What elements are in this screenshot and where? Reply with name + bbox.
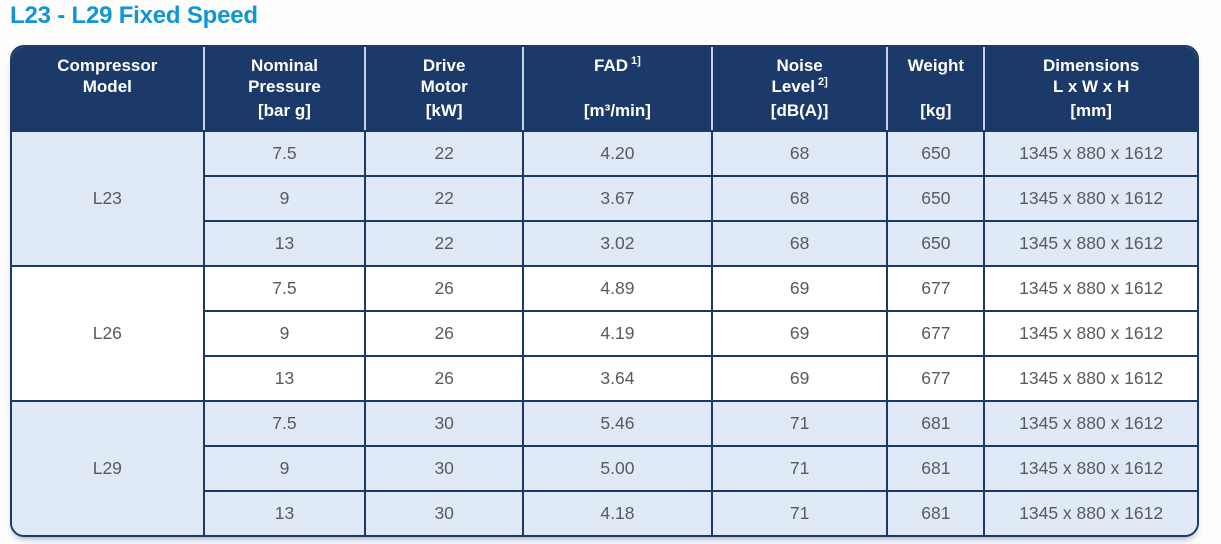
cell-pressure: 7.5 bbox=[202, 130, 367, 177]
cell-dimensions: 1345 x 880 x 1612 bbox=[983, 130, 1197, 177]
column-header-nominal-pressure: Nominal Pressure [bar g] bbox=[202, 47, 367, 132]
page-title: L23 - L29 Fixed Speed bbox=[10, 2, 258, 29]
cell-pressure: 7.5 bbox=[202, 265, 367, 312]
cell-fad: 4.19 bbox=[522, 310, 713, 357]
cell-fad: 5.00 bbox=[522, 445, 713, 492]
cell-dimensions: 1345 x 880 x 1612 bbox=[983, 265, 1197, 312]
column-header-noise-level: Noise Level 2] [dB(A)] bbox=[710, 47, 889, 132]
cell-fad: 3.02 bbox=[522, 220, 713, 267]
table-row: L29 7.5 30 5.46 71 681 1345 x 880 x 1612 bbox=[12, 400, 1197, 535]
cell-weight: 650 bbox=[886, 220, 986, 267]
table-row: L23 7.5 22 4.20 68 650 1345 x 880 x 1612 bbox=[12, 130, 1197, 267]
table-row: 9 22 3.67 68 650 1345 x 880 x 1612 bbox=[12, 175, 1197, 222]
table-body: L23 7.5 22 4.20 68 650 1345 x 880 x 1612 9 22 3.6… bbox=[12, 130, 1197, 535]
cell-pressure: 9 bbox=[202, 175, 367, 222]
spec-table-container: Compressor Model Nominal Pressure [bar g… bbox=[10, 45, 1199, 537]
cell-dimensions: 1345 x 880 x 1612 bbox=[983, 355, 1197, 402]
cell-pressure: 7.5 bbox=[202, 400, 367, 447]
cell-fad: 4.89 bbox=[522, 265, 713, 312]
cell-fad: 4.18 bbox=[522, 490, 713, 535]
column-header-weight: Weight [kg] bbox=[886, 47, 986, 132]
cell-noise: 71 bbox=[710, 400, 889, 447]
cell-fad: 4.20 bbox=[522, 130, 713, 177]
cell-weight: 681 bbox=[886, 490, 986, 535]
cell-dimensions: 1345 x 880 x 1612 bbox=[983, 445, 1197, 492]
footnote-marker: 1] bbox=[631, 55, 641, 68]
cell-noise: 71 bbox=[710, 490, 889, 535]
header-unit: [bar g] bbox=[258, 101, 311, 120]
header-label: Nominal Pressure bbox=[248, 56, 321, 96]
cell-dimensions: 1345 x 880 x 1612 bbox=[983, 490, 1197, 535]
table-row: L26 7.5 26 4.89 69 677 1345 x 880 x 1612 bbox=[12, 265, 1197, 402]
cell-weight: 681 bbox=[886, 445, 986, 492]
column-header-fad: FAD 1] [m³/min] bbox=[522, 47, 713, 132]
header-unit: [m³/min] bbox=[583, 101, 651, 120]
cell-fad: 5.46 bbox=[522, 400, 713, 447]
cell-pressure: 13 bbox=[202, 490, 367, 535]
model-cell: L23 bbox=[12, 130, 205, 267]
model-cell: L26 bbox=[12, 265, 205, 402]
cell-weight: 681 bbox=[886, 400, 986, 447]
header-unit: [kg] bbox=[920, 101, 952, 120]
cell-weight: 677 bbox=[886, 355, 986, 402]
header-unit: [kW] bbox=[425, 101, 463, 120]
footnote-marker: 2] bbox=[817, 76, 828, 89]
cell-pressure: 13 bbox=[202, 220, 367, 267]
cell-motor: 30 bbox=[364, 400, 525, 447]
cell-dimensions: 1345 x 880 x 1612 bbox=[983, 400, 1197, 447]
header-unit: [mm] bbox=[1070, 101, 1112, 120]
table-row: 9 26 4.19 69 677 1345 x 880 x 1612 bbox=[12, 310, 1197, 357]
cell-motor: 26 bbox=[364, 355, 525, 402]
table-row: 9 30 5.00 71 681 1345 x 880 x 1612 bbox=[12, 445, 1197, 492]
cell-weight: 650 bbox=[886, 130, 986, 177]
cell-weight: 677 bbox=[886, 310, 986, 357]
header-label: Weight bbox=[907, 56, 965, 75]
cell-motor: 26 bbox=[364, 265, 525, 312]
cell-noise: 68 bbox=[710, 130, 889, 177]
header-unit: [dB(A)] bbox=[770, 101, 829, 120]
column-header-dimensions: Dimensions L x W x H [mm] bbox=[983, 47, 1197, 132]
model-cell: L29 bbox=[12, 400, 205, 535]
cell-motor: 30 bbox=[364, 445, 525, 492]
cell-weight: 650 bbox=[886, 175, 986, 222]
cell-dimensions: 1345 x 880 x 1612 bbox=[983, 220, 1197, 267]
compressor-spec-table: Compressor Model Nominal Pressure [bar g… bbox=[12, 47, 1197, 535]
cell-fad: 3.67 bbox=[522, 175, 713, 222]
cell-noise: 69 bbox=[710, 355, 889, 402]
cell-motor: 22 bbox=[364, 130, 525, 177]
header-row: Compressor Model Nominal Pressure [bar g… bbox=[12, 47, 1197, 132]
cell-motor: 26 bbox=[364, 310, 525, 357]
cell-dimensions: 1345 x 880 x 1612 bbox=[983, 175, 1197, 222]
cell-motor: 30 bbox=[364, 490, 525, 535]
cell-pressure: 13 bbox=[202, 355, 367, 402]
cell-pressure: 9 bbox=[202, 445, 367, 492]
table-header: Compressor Model Nominal Pressure [bar g… bbox=[12, 47, 1197, 132]
cell-dimensions: 1345 x 880 x 1612 bbox=[983, 310, 1197, 357]
cell-noise: 68 bbox=[710, 175, 889, 222]
column-header-drive-motor: Drive Motor [kW] bbox=[364, 47, 525, 132]
cell-motor: 22 bbox=[364, 175, 525, 222]
cell-noise: 71 bbox=[710, 445, 889, 492]
cell-pressure: 9 bbox=[202, 310, 367, 357]
header-label: Noise Level 2] bbox=[771, 56, 828, 96]
table-row: 13 22 3.02 68 650 1345 x 880 x 1612 bbox=[12, 220, 1197, 267]
header-label: Dimensions L x W x H bbox=[1042, 56, 1140, 96]
header-label: Compressor Model bbox=[57, 56, 158, 96]
header-label: FAD 1] bbox=[594, 55, 641, 75]
cell-weight: 677 bbox=[886, 265, 986, 312]
header-label: Drive Motor bbox=[420, 56, 468, 96]
table-row: 13 26 3.64 69 677 1345 x 880 x 1612 bbox=[12, 355, 1197, 402]
cell-motor: 22 bbox=[364, 220, 525, 267]
column-header-compressor-model: Compressor Model bbox=[12, 47, 205, 132]
cell-fad: 3.64 bbox=[522, 355, 713, 402]
cell-noise: 69 bbox=[710, 310, 889, 357]
cell-noise: 68 bbox=[710, 220, 889, 267]
table-row: 13 30 4.18 71 681 1345 x 880 x 1612 bbox=[12, 490, 1197, 535]
cell-noise: 69 bbox=[710, 265, 889, 312]
